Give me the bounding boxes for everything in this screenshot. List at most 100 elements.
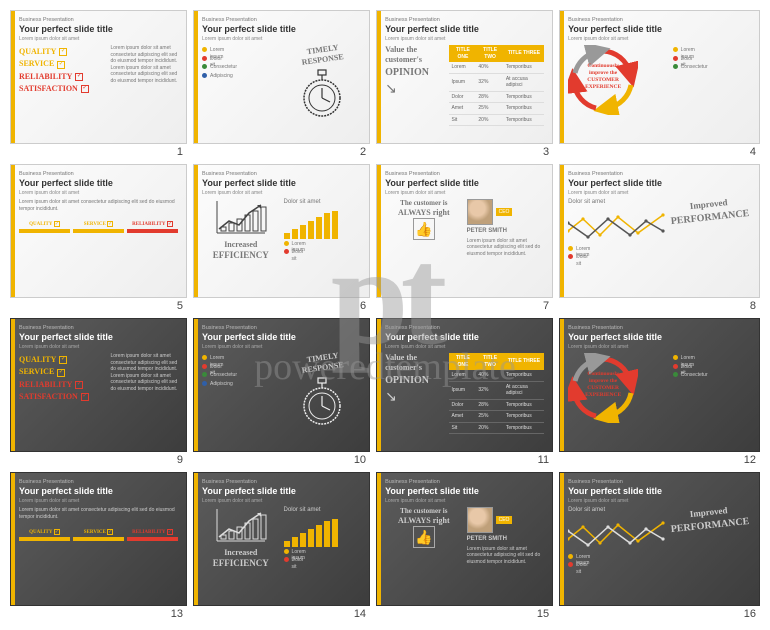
cust-right-l1: The customer is bbox=[385, 507, 463, 516]
person-blurb: Lorem ipsum dolor sit amet consectetur a… bbox=[467, 238, 545, 258]
role-badge: CEO bbox=[496, 516, 513, 525]
legend-dot bbox=[202, 47, 207, 52]
legend-label: Lorem ipsum bbox=[681, 355, 686, 360]
legend-dot bbox=[284, 549, 289, 554]
legend-dot bbox=[202, 64, 207, 69]
legend-dot bbox=[202, 381, 207, 386]
grid-cell: Business PresentationYour perfect slide … bbox=[559, 10, 760, 158]
efficiency-l1: Increased bbox=[202, 240, 280, 250]
legend-item: Dolor sit bbox=[673, 364, 751, 371]
checkbox-icon: ✓ bbox=[107, 221, 113, 227]
legend-label: Dolor sit bbox=[681, 364, 686, 369]
pretitle: Business Presentation bbox=[19, 17, 178, 23]
table-header: TITLE TWO bbox=[476, 353, 503, 370]
legend: Lorem ipsumDolor sitConsecteturAdipiscin… bbox=[202, 47, 280, 79]
slide-body: IncreasedEFFICIENCYDolor sit ametLorem i… bbox=[202, 507, 361, 570]
pretitle: Business Presentation bbox=[385, 171, 544, 177]
checkbox-icon: ✓ bbox=[59, 356, 67, 364]
pretitle: Business Presentation bbox=[385, 479, 544, 485]
legend-dot bbox=[202, 355, 207, 360]
legend-item: Dolor sit bbox=[284, 249, 362, 256]
table-cell: Temporibus bbox=[504, 411, 544, 423]
legend-item: Consectetur bbox=[673, 64, 751, 71]
legend-item: Lorem ipsum bbox=[202, 47, 280, 54]
slide-body: Dolor sit amet Lorem ipsumDolor sitImpro… bbox=[568, 199, 751, 263]
legend-label: Consectetur bbox=[210, 372, 215, 377]
checkbox-icon: ✓ bbox=[59, 48, 67, 56]
legend-label: Lorem ipsum bbox=[292, 241, 297, 246]
table-cell: 32% bbox=[476, 381, 503, 399]
data-table: TITLE ONETITLE TWOTITLE THREELorem40%Tem… bbox=[449, 353, 544, 434]
subtitle: Lorem ipsum dolor sit amet bbox=[19, 498, 178, 504]
slide-title: Your perfect slide title bbox=[385, 24, 544, 34]
accent-bar bbox=[11, 11, 15, 143]
slide-number: 13 bbox=[10, 606, 187, 620]
slide-body: QUALITY✓SERVICE✓RELIABILITY✓SATISFACTION… bbox=[19, 353, 178, 405]
slide-body: QUALITY✓SERVICE✓RELIABILITY✓SATISFACTION… bbox=[19, 45, 178, 97]
grid-cell: Business PresentationYour perfect slide … bbox=[376, 472, 553, 620]
legend: Lorem ipsumDolor sitConsecteturAdipiscin… bbox=[202, 355, 280, 387]
legend-dot bbox=[568, 554, 573, 559]
legend-item: Lorem ipsum bbox=[568, 554, 668, 561]
efficiency-l2: EFFICIENCY bbox=[202, 250, 280, 262]
slide-body: Continuouslyimprove theCUSTOMEREXPERIENC… bbox=[568, 45, 751, 115]
pretitle: Business Presentation bbox=[202, 17, 361, 23]
legend: Lorem ipsumDolor sit bbox=[568, 246, 668, 261]
table-row: Ipsum32%At accusa adipisci bbox=[449, 381, 544, 399]
quality-item: SATISFACTION✓ bbox=[19, 392, 106, 402]
checkbox-icon: ✓ bbox=[81, 393, 89, 401]
slide: Business PresentationYour perfect slide … bbox=[559, 472, 760, 606]
bar bbox=[324, 213, 330, 239]
legend-label: Dolor sit bbox=[292, 557, 297, 562]
grid-cell: Business PresentationYour perfect slide … bbox=[193, 10, 370, 158]
chart-header: Dolor sit amet bbox=[568, 507, 668, 515]
table-cell: Temporibus bbox=[504, 399, 544, 411]
subtitle: Lorem ipsum dolor sit amet bbox=[385, 344, 544, 350]
pretitle: Business Presentation bbox=[568, 171, 751, 177]
subtitle: Lorem ipsum dolor sit amet bbox=[19, 190, 178, 196]
arrow-icon: ↘ bbox=[385, 387, 445, 405]
thumbs-up-icon: 👍 bbox=[413, 526, 435, 548]
legend-item: Lorem ipsum bbox=[673, 355, 751, 362]
accent-bar bbox=[11, 473, 15, 605]
slide-title: Your perfect slide title bbox=[568, 486, 751, 496]
legend-item: Dolor sit bbox=[202, 56, 280, 63]
table-cell: Temporibus bbox=[504, 91, 544, 103]
accent-bar bbox=[194, 319, 198, 451]
checkbox-icon: ✓ bbox=[57, 369, 65, 377]
subtitle: Lorem ipsum dolor sit amet bbox=[202, 344, 361, 350]
subtitle: Lorem ipsum dolor sit amet bbox=[568, 498, 751, 504]
growth-chart-icon bbox=[202, 199, 280, 240]
legend-dot bbox=[202, 372, 207, 377]
grid-cell: Business PresentationYour perfect slide … bbox=[193, 164, 370, 312]
opinion-line: customer's bbox=[385, 363, 445, 373]
slide-number: 12 bbox=[559, 452, 760, 466]
legend-dot bbox=[284, 249, 289, 254]
legend-item: Lorem ipsum bbox=[673, 47, 751, 54]
checkbox-icon: ✓ bbox=[57, 61, 65, 69]
legend-label: Consectetur bbox=[681, 64, 686, 69]
subtitle: Lorem ipsum dolor sit amet bbox=[19, 36, 178, 42]
table-cell: Lorem bbox=[449, 62, 476, 73]
line-chart bbox=[568, 517, 668, 552]
legend-label: Dolor sit bbox=[576, 562, 581, 567]
pretitle: Business Presentation bbox=[568, 479, 751, 485]
table-row: Amet25%Temporibus bbox=[449, 103, 544, 115]
slide-body: IncreasedEFFICIENCYDolor sit ametLorem i… bbox=[202, 199, 361, 262]
slide-number: 8 bbox=[559, 298, 760, 312]
table-header: TITLE TWO bbox=[476, 45, 503, 62]
table-cell: Dolor bbox=[449, 91, 476, 103]
grid-cell: Business PresentationYour perfect slide … bbox=[193, 318, 370, 466]
quality-item: SERVICE✓ bbox=[19, 59, 106, 69]
category-boxes: QUALITY ✓SERVICE ✓RELIABILITY ✓ bbox=[19, 219, 178, 233]
quality-item: QUALITY✓ bbox=[19, 355, 106, 365]
table-cell: 20% bbox=[476, 114, 503, 126]
data-table: TITLE ONETITLE TWOTITLE THREELorem40%Tem… bbox=[449, 45, 544, 126]
accent-bar bbox=[194, 11, 198, 143]
table-cell: Amet bbox=[449, 411, 476, 423]
subtitle: Lorem ipsum dolor sit amet bbox=[568, 344, 751, 350]
subtitle: Lorem ipsum dolor sit amet bbox=[202, 190, 361, 196]
slide: Business PresentationYour perfect slide … bbox=[376, 318, 553, 452]
person-name: PETER SMITH bbox=[467, 228, 545, 236]
legend-item: Lorem ipsum bbox=[568, 246, 668, 253]
